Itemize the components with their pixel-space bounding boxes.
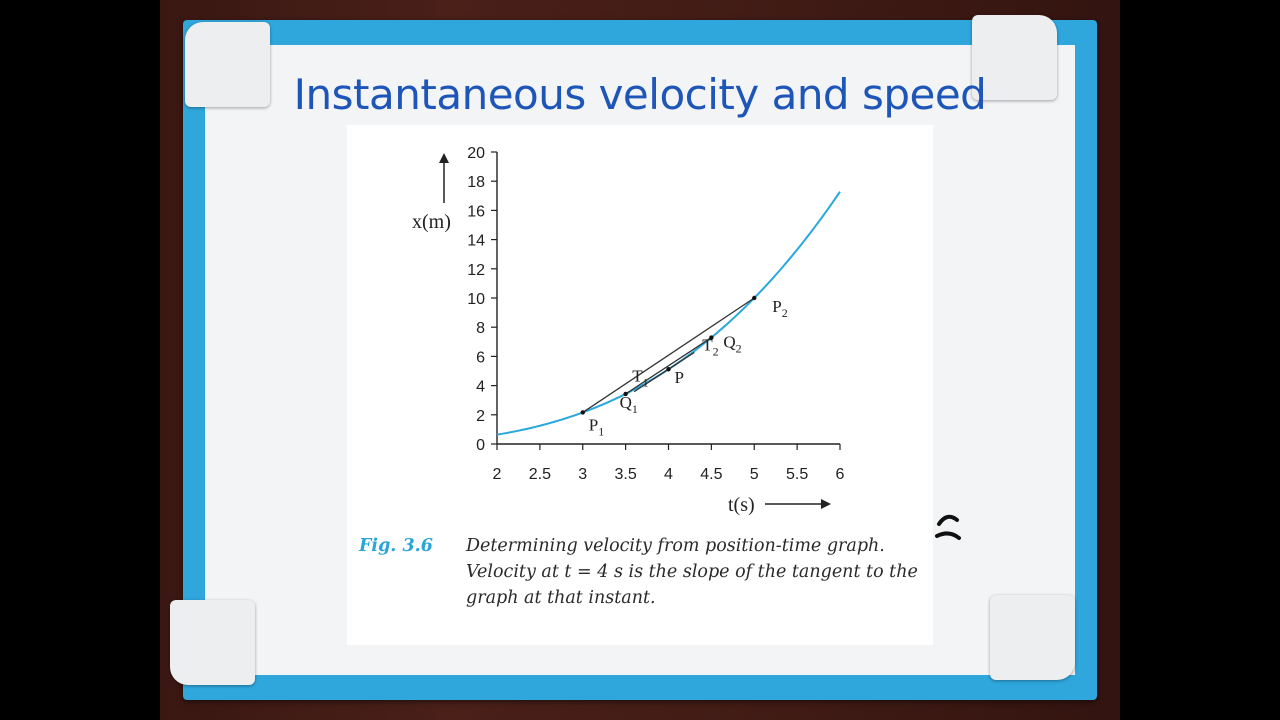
x-tick-label: 4 [664,466,673,483]
figure-card: 2 2.5 3 3.5 4 4.5 5 5.5 6 0 2 4 6 8 10 12 14 16 18 20 x(m) t(… [347,125,933,645]
x-tick-label: 5.5 [786,466,808,483]
point-q2 [709,335,714,340]
y-tick-label: 8 [476,320,485,337]
caption-text: Determining velocity from position-time … [466,536,918,608]
y-tick-label: 0 [476,437,485,454]
y-tick-label: 2 [476,408,485,425]
point-label-q1: Q1 [620,393,638,416]
y-tick-label: 18 [467,174,485,191]
x-tick-label: 2.5 [529,466,551,483]
x-axis-arrowhead [821,499,831,509]
point-q1 [623,391,628,397]
x-tick-label: 2 [493,466,502,483]
y-tick-label: 16 [467,203,485,220]
marker-scribble [935,514,961,540]
corner-cap-bottom-right [990,595,1075,680]
figure-number: Fig. 3.6 [359,536,433,556]
position-curve [496,191,841,436]
slide-title: Instantaneous velocity and speed [293,70,987,119]
y-tick-label: 20 [467,145,485,162]
point-label-p2: P2 [772,297,787,320]
point-p1 [580,410,585,415]
secant-q1-q2 [625,337,712,395]
y-tick-label: 6 [476,349,485,366]
point-label-q2: Q2 [723,333,741,356]
y-axis-label: x(m) [412,211,451,233]
corner-cap-top-right [972,15,1057,100]
corner-cap-top-left [185,22,270,107]
y-tick-label: 10 [467,291,485,308]
y-tick-label: 14 [467,233,485,250]
point-p2 [752,295,757,301]
point-label-p: P [675,368,684,387]
secant-p1-p2 [582,297,755,414]
x-tick-label: 6 [836,466,845,483]
point-label-t2: T2 [702,335,718,358]
x-tick-label: 3 [578,466,587,483]
y-axis-arrowhead [439,153,449,163]
tangent-at-p [633,351,695,393]
y-tick-label: 12 [467,262,485,279]
point-label-t1: T1 [632,367,648,390]
figure-caption: Fig. 3.6 Determining velocity from posit… [359,533,919,611]
position-time-graph: 2 2.5 3 3.5 4 4.5 5 5.5 602468101214161820x(m)t(… [412,145,845,516]
x-axis-label: t(s) [728,494,755,516]
y-tick-label: 4 [476,379,485,396]
point-label-p1: P1 [589,415,604,438]
x-tick-label: 5 [750,466,759,483]
corner-cap-bottom-left [170,600,255,685]
x-tick-label: 4.5 [700,466,722,483]
point-p [666,367,671,372]
x-tick-label: 3.5 [615,466,637,483]
